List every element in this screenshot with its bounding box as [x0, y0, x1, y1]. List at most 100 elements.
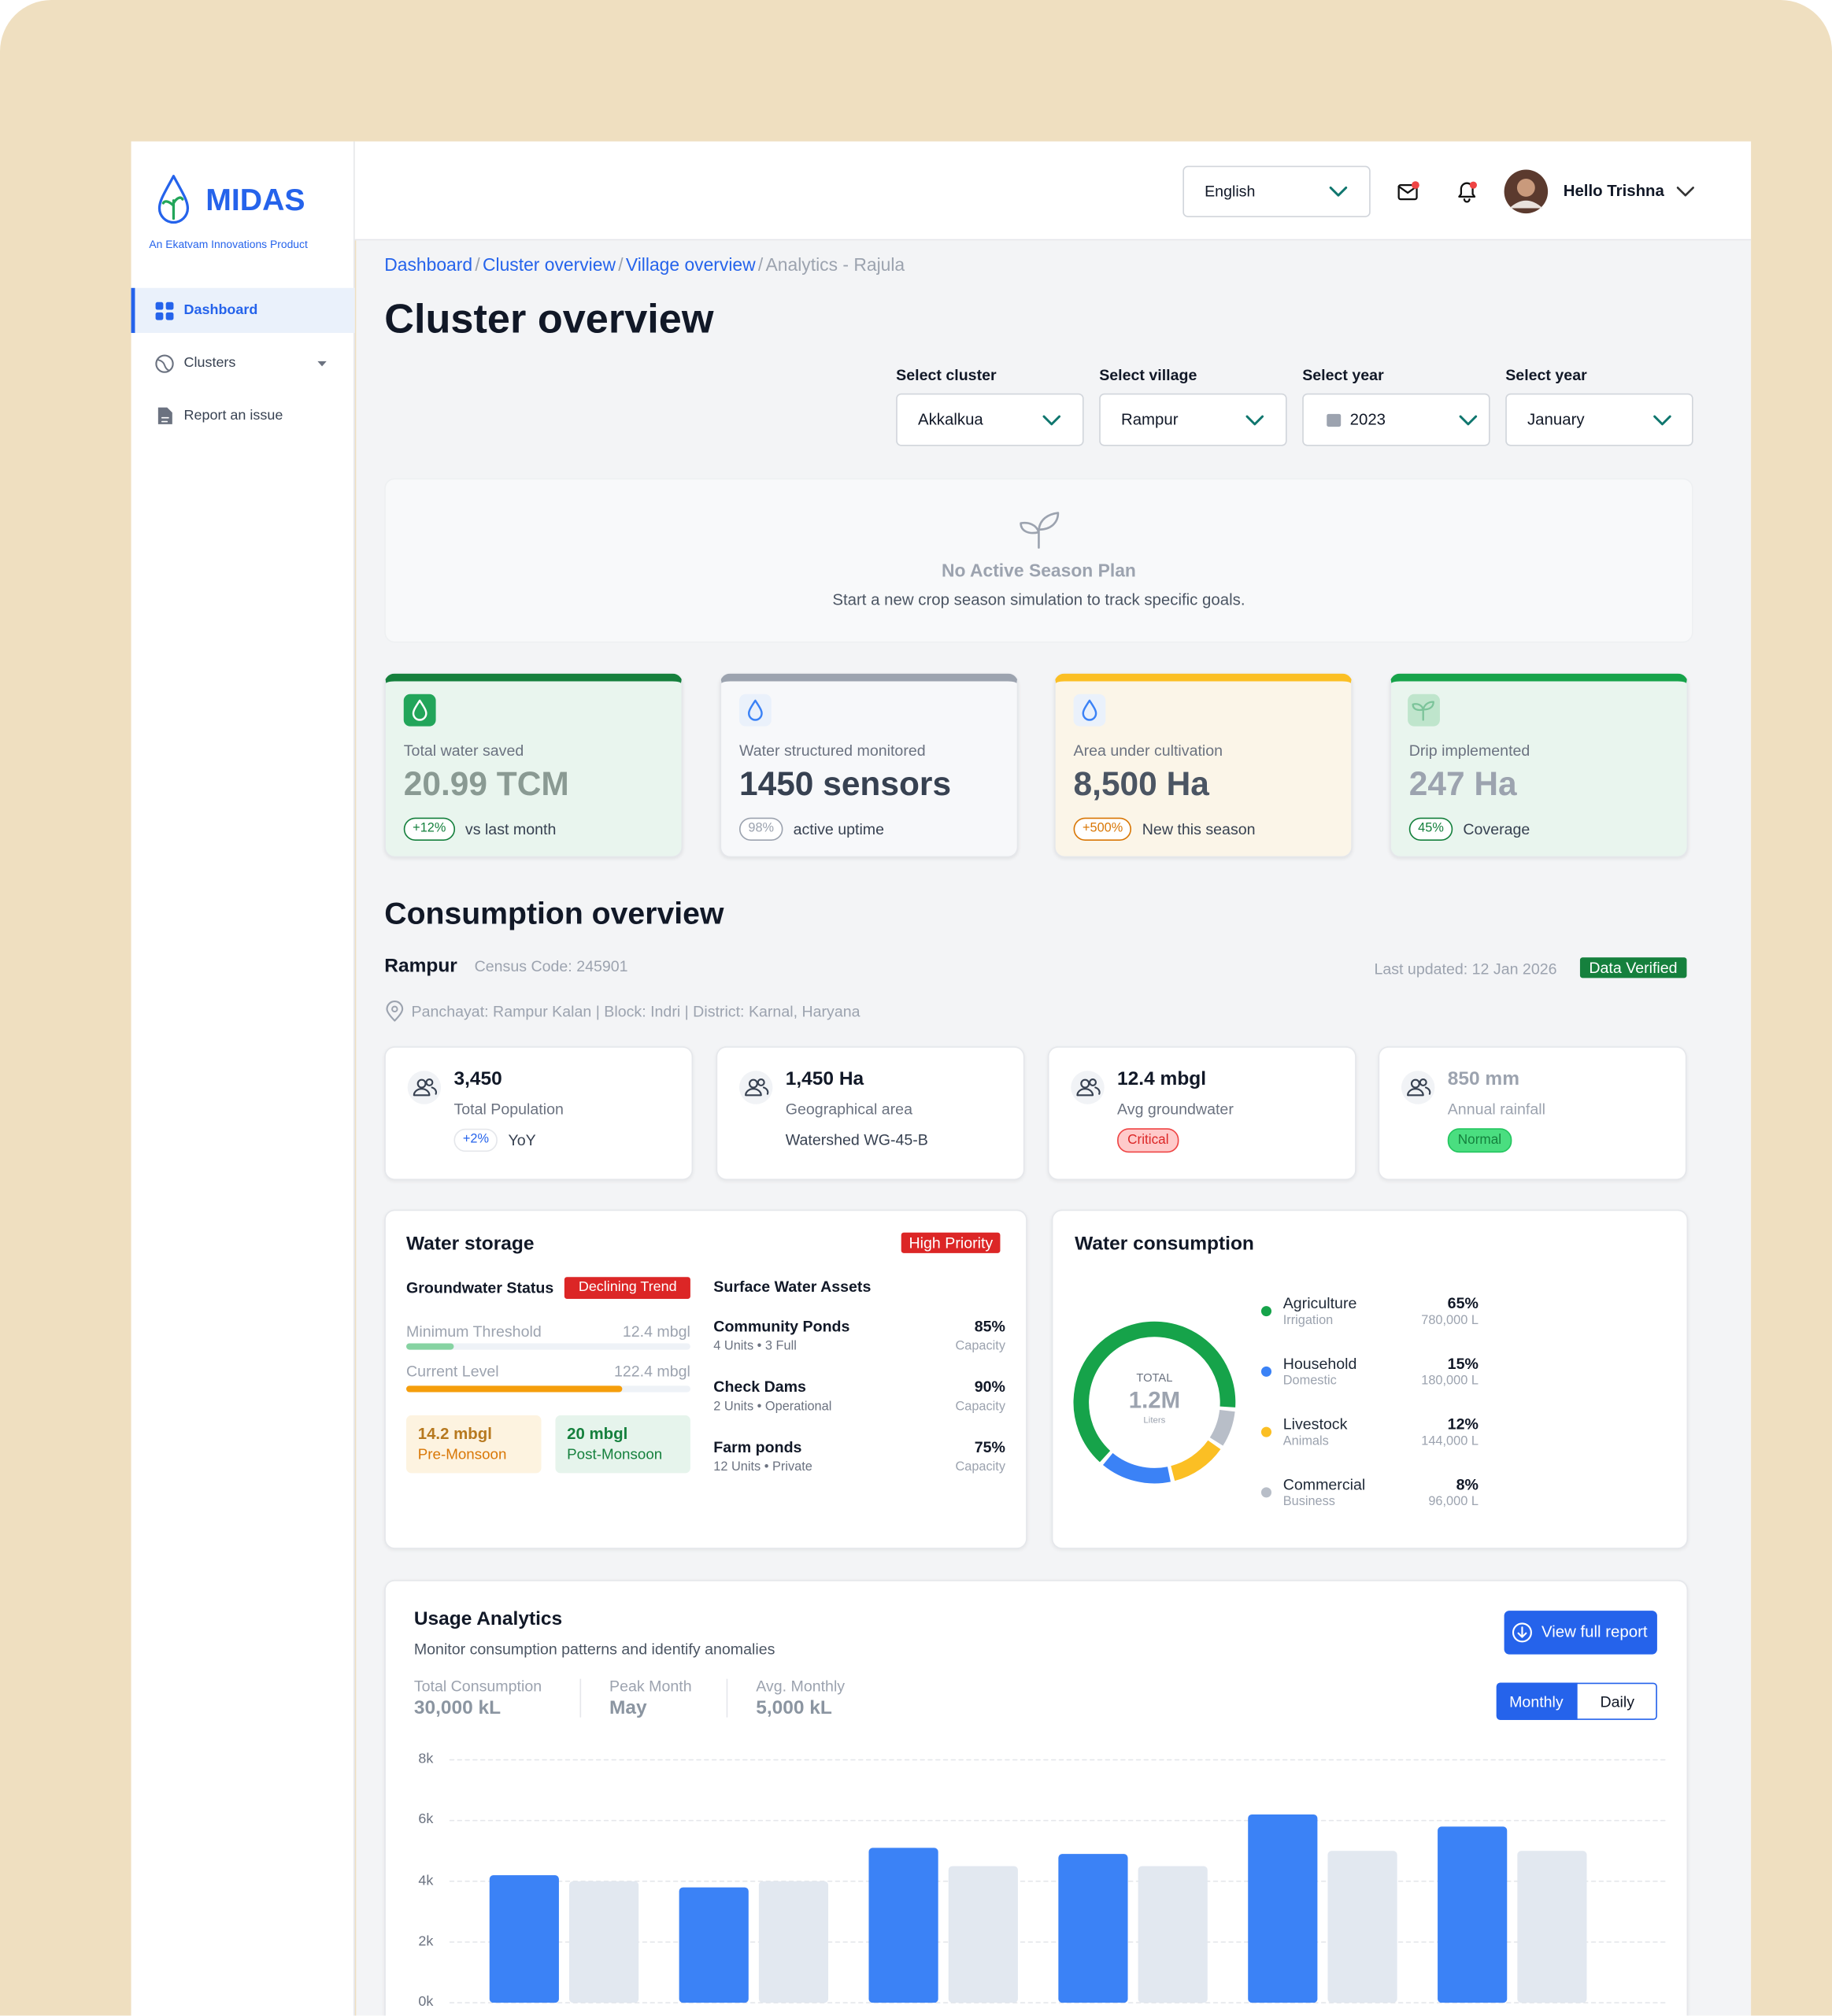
status-pill: Critical	[1117, 1128, 1179, 1152]
kpi-change: 45% Coverage	[1408, 817, 1530, 841]
usage-stat-value: 30,000 kL	[413, 1696, 501, 1719]
asset-unit: Capacity	[955, 1460, 1005, 1475]
trend-badge: Declining Trend	[564, 1277, 691, 1300]
usage-stat-label: Total Consumption	[413, 1677, 542, 1696]
breadcrumb-item[interactable]: Village overview	[625, 253, 756, 275]
usage-stat-label: Peak Month	[609, 1677, 692, 1696]
census-code: Census Code: 245901	[474, 957, 628, 976]
location: Panchayat: Rampur Kalan | Block: Indri |…	[411, 1002, 860, 1021]
page-title: Cluster overview	[384, 295, 714, 342]
sub-title: Surface Water Assets	[713, 1277, 872, 1296]
nav-item[interactable]: Dashboard	[183, 302, 258, 319]
stat-card	[716, 1046, 1025, 1181]
stat-value: 1,450 Ha	[785, 1068, 864, 1090]
stat-label: Avg groundwater	[1117, 1100, 1234, 1119]
card-subtitle: Monitor consumption patterns and identif…	[413, 1640, 775, 1659]
asset-value: 75%	[974, 1437, 1005, 1456]
toggle-label: Daily	[1600, 1692, 1635, 1711]
asset-detail: 2 Units • Operational	[713, 1400, 832, 1415]
change-pill: +500%	[1073, 817, 1132, 841]
donut-center-label: TOTAL	[1136, 1371, 1173, 1385]
last-updated: Last updated: 12 Jan 2026	[1374, 960, 1557, 978]
breadcrumb: Dashboard / Cluster overview / Village overv…	[384, 254, 905, 276]
asset-detail: 4 Units • 3 Full	[713, 1339, 797, 1354]
filter-value: 2023	[1349, 410, 1386, 429]
asset-name: Farm ponds	[713, 1437, 802, 1456]
toggle-label: Monthly	[1509, 1692, 1564, 1711]
nav-item[interactable]: Report an issue	[183, 408, 283, 424]
stat-extra: Normal	[1447, 1128, 1512, 1152]
empty-title: No Active Season Plan	[941, 560, 1136, 581]
stat-note: Watershed WG-45-B	[785, 1130, 928, 1149]
stat-value: 12.4 mbgl	[1117, 1068, 1207, 1090]
water-storage-card	[384, 1209, 1027, 1549]
level-label: Current Level	[406, 1362, 499, 1381]
asset-value: 85%	[974, 1317, 1005, 1336]
priority-badge: High Priority	[901, 1232, 1001, 1254]
usage-stat-value: May	[609, 1696, 647, 1719]
asset-unit: Capacity	[955, 1400, 1005, 1415]
legend-name: Agriculture	[1282, 1294, 1357, 1312]
card-title: Water storage	[406, 1233, 535, 1255]
asset-detail: 12 Units • Private	[713, 1460, 812, 1475]
stat-label: Annual rainfall	[1447, 1100, 1545, 1119]
legend-desc: Animals	[1282, 1434, 1329, 1449]
level-label: Minimum Threshold	[406, 1322, 542, 1341]
stat-value: 3,450	[453, 1068, 502, 1090]
empty-state	[384, 478, 1693, 643]
legend-desc: Business	[1282, 1495, 1335, 1510]
kpi-label: Area under cultivation	[1073, 741, 1223, 760]
asset-value: 90%	[974, 1378, 1005, 1396]
legend-desc: Irrigation	[1282, 1313, 1334, 1328]
user-greeting: Hello Trishna	[1563, 182, 1664, 200]
kpi-note: vs last month	[464, 819, 557, 838]
language-value: English	[1205, 182, 1256, 201]
filter-label: Select year	[1505, 366, 1587, 384]
breadcrumb-item[interactable]: Cluster overview	[483, 253, 616, 275]
season-value: 14.2 mbgl	[417, 1425, 492, 1444]
change-pill: +12%	[403, 817, 455, 841]
usage-stat-value: 5,000 kL	[756, 1696, 832, 1719]
kpi-change: +500% New this season	[1073, 817, 1256, 841]
nav-item[interactable]: Clusters	[183, 355, 236, 371]
filter-select[interactable]	[1302, 393, 1490, 446]
legend-volume: 96,000 L	[1428, 1495, 1479, 1510]
breadcrumb-item: Analytics - Rajula	[765, 253, 905, 275]
change-pill: 98%	[738, 817, 783, 841]
stat-extra: Watershed WG-45-B	[786, 1131, 928, 1149]
level-value: 12.4 mbgl	[622, 1322, 690, 1341]
donut-center-value: 1.2M	[1128, 1387, 1181, 1413]
breadcrumb-separator: /	[757, 253, 764, 275]
season-box	[555, 1415, 690, 1474]
legend-name: Livestock	[1282, 1415, 1348, 1433]
level-fill	[406, 1385, 623, 1392]
card-title: Water consumption	[1075, 1233, 1254, 1255]
toggle-active[interactable]	[1496, 1682, 1578, 1720]
y-tick-label: 0k	[418, 1994, 434, 2010]
separator	[579, 1678, 582, 1718]
section-title: Consumption overview	[384, 897, 724, 932]
legend-volume: 780,000 L	[1421, 1313, 1479, 1328]
kpi-label: Drip implemented	[1408, 741, 1530, 760]
legend-name: Commercial	[1282, 1475, 1366, 1494]
change-pill: 45%	[1408, 817, 1453, 841]
kpi-note: New this season	[1142, 819, 1256, 838]
nav-active	[131, 287, 355, 333]
village-name: Rampur	[384, 955, 457, 978]
legend-value: 12%	[1447, 1415, 1479, 1433]
kpi-note: active uptime	[793, 819, 885, 838]
filter-select[interactable]	[1505, 393, 1693, 446]
breadcrumb-item[interactable]: Dashboard	[384, 253, 473, 275]
stat-card	[384, 1046, 694, 1181]
report-button-label: View full report	[1541, 1622, 1648, 1641]
legend-value: 65%	[1447, 1294, 1479, 1312]
asset-name: Community Ponds	[713, 1317, 850, 1336]
legend-value: 8%	[1456, 1475, 1479, 1494]
kpi-note: Coverage	[1463, 819, 1530, 838]
empty-text: Start a new crop season simulation to tr…	[832, 590, 1245, 609]
filter-label: Select village	[1099, 366, 1197, 384]
card-title: Usage Analytics	[413, 1607, 563, 1630]
kpi-value: 20.99 TCM	[403, 764, 569, 803]
stat-label: Total Population	[453, 1100, 564, 1119]
